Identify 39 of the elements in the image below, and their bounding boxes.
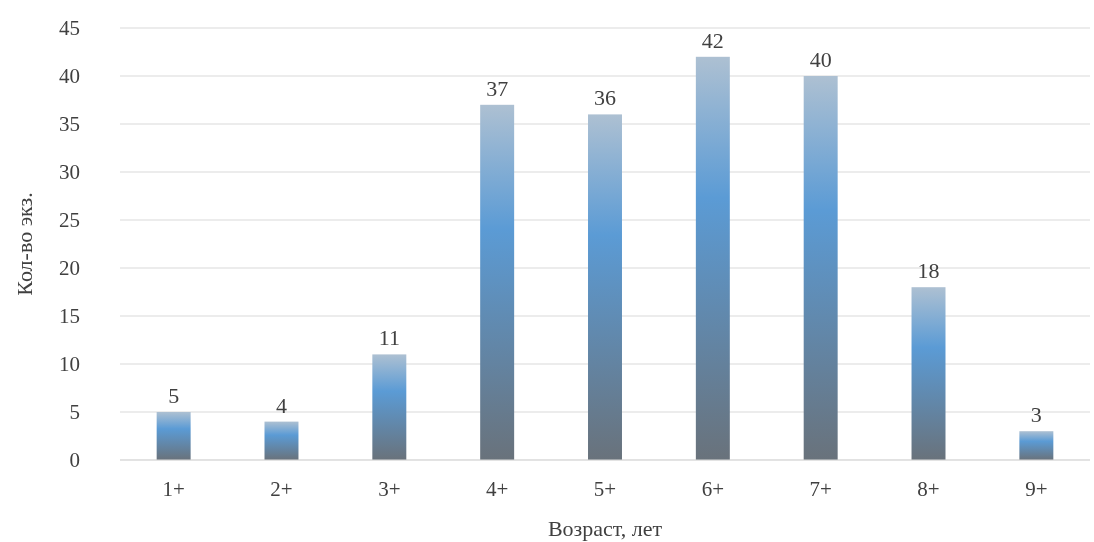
y-tick-label: 35 [59,112,80,137]
x-tick-label: 3+ [378,477,401,501]
bar [588,114,622,460]
y-tick-label: 25 [59,208,80,233]
x-tick-label: 4+ [485,477,509,501]
x-tick-label: 8+ [917,477,940,501]
y-tick-label: 45 [59,16,80,41]
data-label: 40 [809,47,832,72]
x-axis-title: Возраст, лет [547,516,663,541]
y-tick-label: 30 [59,160,80,185]
data-label: 36 [594,85,616,111]
x-tick-label: 7+ [809,477,832,501]
data-label: 37 [486,75,509,101]
y-tick-label: 20 [59,256,80,281]
y-tick-label: 40 [59,64,80,89]
x-tick-label: 1+ [162,477,185,501]
bar [803,76,838,460]
bar [1019,431,1054,460]
data-label: 42 [701,27,724,53]
data-label: 4 [275,392,287,418]
x-tick-label: 5+ [593,477,617,501]
x-tick-label: 2+ [270,477,293,501]
bar [264,421,299,460]
data-label: 5 [168,383,180,408]
y-tick-label: 0 [69,448,80,473]
x-tick-label: 9+ [1025,477,1048,501]
y-tick-label: 5 [69,400,80,425]
y-axis-title: Кол-во экз. [12,192,37,296]
bar [480,104,515,460]
x-tick-label: 6+ [701,477,725,501]
data-label: 3 [1030,402,1042,428]
bar [372,354,407,460]
y-tick-label: 10 [59,352,80,377]
bar [911,287,946,460]
bar [695,56,730,460]
bar [156,412,191,460]
y-tick-label: 15 [59,304,80,329]
data-label: 11 [378,325,400,351]
data-label: 18 [917,258,940,284]
